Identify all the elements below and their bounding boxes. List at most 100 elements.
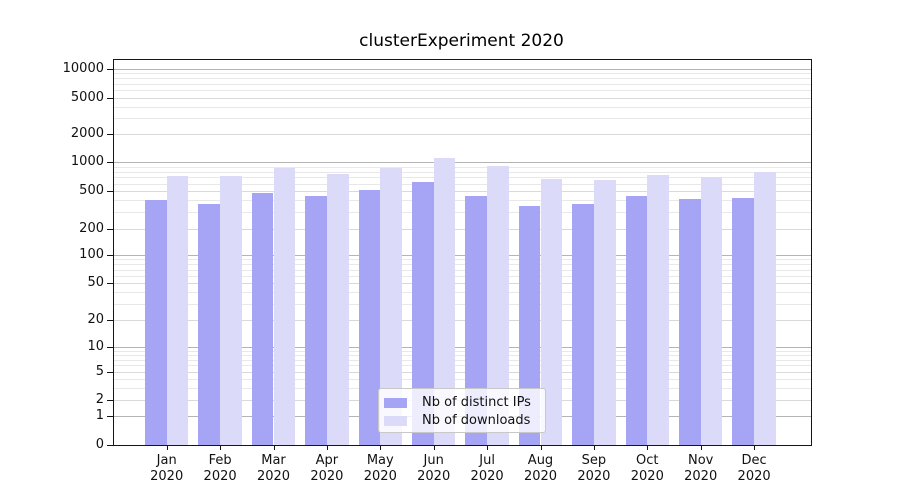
x-axis-tick bbox=[326, 445, 328, 450]
gridline bbox=[114, 183, 811, 185]
y-axis-label: 10 bbox=[87, 339, 104, 354]
y-axis-label: 2 bbox=[95, 392, 104, 407]
legend-label-distinct-ips: Nb of distinct IPs bbox=[422, 395, 531, 410]
bar-nb-of-downloads-oct bbox=[647, 175, 669, 445]
legend: Nb of distinct IPs Nb of downloads bbox=[378, 388, 546, 433]
y-axis-label: 2000 bbox=[70, 126, 104, 142]
x-axis-tick bbox=[487, 445, 489, 450]
y-axis-label: 100 bbox=[79, 247, 104, 262]
gridline bbox=[114, 347, 811, 348]
y-axis-label: 20 bbox=[87, 312, 104, 327]
bar-nb-of-distinct-ips-jan bbox=[145, 200, 167, 445]
bar-nb-of-distinct-ips-aug bbox=[518, 205, 541, 445]
gridline bbox=[114, 212, 811, 213]
bar-nb-of-distinct-ips-sep bbox=[572, 204, 594, 445]
x-axis-label: Jul 2020 bbox=[470, 453, 504, 484]
bar-nb-of-distinct-ips-mar bbox=[251, 192, 274, 445]
gridline bbox=[114, 73, 811, 75]
y-axis-label: 500 bbox=[79, 183, 104, 198]
x-axis-label: Apr 2020 bbox=[310, 453, 344, 484]
legend-label-downloads: Nb of downloads bbox=[422, 413, 531, 428]
gridline bbox=[114, 134, 811, 136]
bar-nb-of-distinct-ips-nov bbox=[679, 198, 701, 445]
gridline bbox=[114, 106, 811, 108]
chart-title: clusterExperiment 2020 bbox=[359, 31, 564, 51]
gridline bbox=[114, 303, 811, 305]
x-axis-tick bbox=[273, 445, 275, 450]
gridline bbox=[114, 255, 811, 256]
bar-nb-of-distinct-ips-jun bbox=[412, 181, 434, 445]
x-axis-tick bbox=[166, 445, 168, 450]
x-axis-tick bbox=[540, 445, 542, 450]
y-axis-tick bbox=[107, 255, 113, 256]
bar-nb-of-downloads-jan bbox=[166, 175, 189, 445]
x-axis-tick bbox=[220, 445, 222, 450]
x-axis-label: Oct 2020 bbox=[630, 453, 664, 484]
x-axis-label: Aug 2020 bbox=[523, 453, 558, 484]
gridline bbox=[114, 171, 811, 173]
x-axis-tick bbox=[754, 445, 756, 450]
bar-nb-of-downloads-aug bbox=[540, 179, 563, 445]
bar-nb-of-distinct-ips-feb bbox=[198, 203, 221, 445]
bar-nb-of-downloads-apr bbox=[326, 173, 349, 445]
legend-swatch-distinct-ips bbox=[384, 398, 407, 408]
legend-item-distinct-ips: Nb of distinct IPs bbox=[384, 396, 539, 410]
gridline bbox=[114, 264, 811, 266]
gridline bbox=[114, 350, 811, 352]
y-axis-tick bbox=[107, 320, 113, 321]
gridline bbox=[114, 83, 811, 85]
x-axis-label: May 2020 bbox=[363, 453, 397, 484]
x-axis-label: Jan 2020 bbox=[150, 453, 184, 484]
y-axis-tick bbox=[107, 445, 113, 446]
gridline bbox=[114, 355, 811, 356]
y-axis-label: 1 bbox=[95, 408, 104, 423]
y-axis-tick bbox=[107, 400, 113, 401]
gridline bbox=[114, 166, 811, 168]
gridline bbox=[114, 292, 811, 294]
x-axis-label: Nov 2020 bbox=[684, 453, 718, 484]
bar-nb-of-distinct-ips-may bbox=[358, 190, 381, 445]
gridline bbox=[114, 118, 811, 120]
gridline bbox=[114, 269, 811, 271]
gridline bbox=[114, 97, 811, 99]
gridline bbox=[114, 283, 811, 285]
y-axis-tick bbox=[107, 372, 113, 373]
bar-nb-of-distinct-ips-oct bbox=[625, 195, 648, 445]
gridline bbox=[114, 200, 811, 202]
gridline bbox=[114, 372, 811, 373]
x-axis-tick bbox=[700, 445, 702, 450]
x-axis-tick bbox=[593, 445, 595, 450]
x-axis-label: Mar 2020 bbox=[256, 453, 291, 484]
gridline bbox=[114, 378, 811, 380]
gridline bbox=[114, 320, 811, 321]
y-axis-tick bbox=[107, 283, 113, 285]
y-axis-label: 10000 bbox=[62, 61, 104, 76]
y-axis-tick bbox=[107, 347, 113, 348]
x-axis-label: Feb 2020 bbox=[203, 453, 237, 484]
gridline bbox=[114, 228, 811, 230]
bar-nb-of-downloads-nov bbox=[700, 177, 723, 445]
y-axis-tick bbox=[107, 416, 113, 417]
gridline bbox=[114, 365, 811, 367]
gridline bbox=[114, 259, 811, 261]
y-axis-label: 5 bbox=[95, 364, 104, 379]
gridline bbox=[114, 69, 811, 70]
bar-nb-of-downloads-dec bbox=[754, 171, 776, 445]
y-axis-tick bbox=[107, 69, 113, 70]
gridline bbox=[114, 177, 811, 179]
y-axis-label: 1000 bbox=[70, 154, 104, 170]
legend-swatch-downloads bbox=[384, 416, 407, 426]
x-axis-tick bbox=[433, 445, 435, 450]
y-axis-tick bbox=[107, 134, 113, 136]
x-axis-label: Dec 2020 bbox=[737, 453, 771, 484]
bar-nb-of-distinct-ips-dec bbox=[732, 198, 755, 445]
y-axis-label: 5000 bbox=[70, 89, 104, 105]
bar-nb-of-distinct-ips-apr bbox=[305, 196, 327, 445]
bar-nb-of-downloads-jun bbox=[433, 157, 456, 445]
y-axis-tick bbox=[107, 97, 113, 99]
x-axis-tick bbox=[647, 445, 649, 450]
y-axis-tick bbox=[107, 228, 113, 230]
y-axis-tick bbox=[107, 162, 113, 164]
bar-nb-of-downloads-sep bbox=[593, 179, 616, 445]
